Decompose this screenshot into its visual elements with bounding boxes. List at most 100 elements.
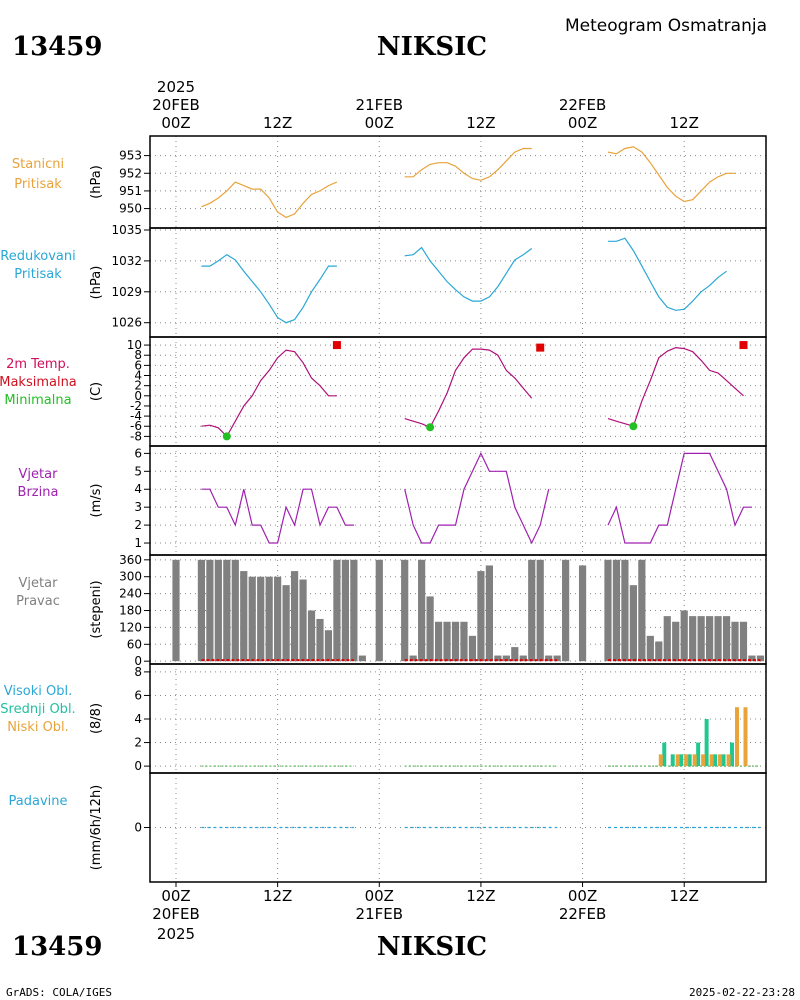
y-tick-label: 1032: [111, 254, 142, 268]
y-tick-label: 1029: [111, 285, 142, 299]
direction-bar: [494, 655, 502, 662]
top-day-label: 21FEB: [356, 96, 403, 114]
top-tick-label: 00Z: [568, 114, 597, 132]
direction-bar: [680, 610, 688, 662]
unit-label: (hPa): [89, 266, 104, 300]
direction-bar: [519, 655, 527, 662]
direction-bar: [477, 571, 485, 662]
y-tick-label: -2: [130, 399, 142, 413]
cloud-bar: [679, 754, 684, 767]
direction-bar: [511, 647, 519, 662]
y-tick-label: 4: [134, 482, 142, 496]
reduced-pressure-panel: 1026 1029 1032 1035 (hPa) Redukovani Pritisak: [0, 223, 767, 338]
y-tick-label: 0: [134, 654, 142, 668]
y-tick-label: 60: [127, 637, 142, 651]
min-temp-marker: [222, 432, 231, 441]
series-line: [404, 451, 550, 545]
max-temp-marker: [739, 341, 748, 350]
bottom-tick-label: 00Z: [365, 887, 394, 905]
min-temp-marker: [629, 422, 638, 431]
direction-bar: [536, 559, 544, 662]
direction-bar: [672, 621, 680, 662]
y-tick-label: 2: [134, 736, 142, 750]
direction-bar: [443, 621, 451, 662]
bottom-tick-label: 12Z: [263, 887, 292, 905]
y-tick-label: 950: [119, 202, 142, 216]
direction-bar: [562, 559, 570, 662]
cloud-bar: [743, 707, 748, 767]
direction-bar: [409, 655, 417, 662]
direction-bar: [324, 630, 333, 662]
direction-bar: [697, 616, 705, 662]
cloud-bar: [675, 754, 680, 767]
panel-label: Visoki Obl.: [4, 684, 72, 699]
top-day-label: 20FEB: [152, 96, 199, 114]
y-tick-label: 5: [134, 464, 142, 478]
precipitation-panel: 0 (mm/6h/12h) Padavine: [9, 772, 767, 883]
y-tick-label: 300: [119, 570, 142, 584]
direction-bar: [290, 571, 299, 662]
direction-bar: [341, 559, 349, 662]
direction-bar: [604, 559, 612, 662]
direction-bar: [257, 576, 265, 662]
cloud-bar: [687, 754, 692, 767]
direction-bar: [307, 610, 316, 662]
top-tick-label: 12Z: [670, 114, 699, 132]
wind-speed-panel: 1 2 3 4 5 6 (m/s) Vjetar Brzina: [18, 445, 767, 556]
y-tick-label: -4: [130, 409, 142, 423]
direction-bar: [375, 559, 383, 662]
series-line: [404, 348, 533, 429]
product-title: Meteogram Osmatranja: [565, 16, 767, 36]
y-tick-label: 952: [119, 166, 142, 180]
series-line: [608, 237, 727, 311]
bottom-tick-label: 12Z: [466, 887, 495, 905]
top-tick-label: 00Z: [161, 114, 190, 132]
direction-bar: [223, 559, 231, 662]
direction-bar: [485, 565, 493, 662]
bottom-year-label: 2025: [157, 925, 195, 943]
y-tick-label: 0: [134, 759, 142, 773]
unit-label: (8/8): [89, 703, 104, 734]
direction-bar: [172, 559, 180, 662]
footer-timestamp: 2025-02-22-23:28: [689, 986, 795, 999]
station-id: 13459: [12, 32, 102, 62]
direction-bar: [265, 576, 273, 662]
series-line: [607, 146, 735, 203]
direction-bar: [655, 641, 663, 662]
direction-bar: [578, 565, 587, 662]
direction-bar: [553, 655, 561, 662]
direction-bar: [197, 559, 206, 662]
direction-bar: [333, 559, 341, 662]
direction-bar: [418, 559, 426, 662]
panel-label: Srednji Obl.: [0, 702, 75, 717]
cloud-bar: [701, 754, 706, 767]
panel-label: Pritisak: [14, 177, 62, 192]
y-tick-label: 4: [134, 712, 142, 726]
y-tick-label: 1035: [111, 223, 142, 237]
y-tick-label: 2: [134, 518, 142, 532]
unit-label: (hPa): [89, 165, 104, 199]
cloud-bar: [662, 742, 667, 767]
panel-label: Maksimalna: [0, 375, 77, 390]
cloud-bar: [735, 707, 740, 767]
panel-frame: [149, 135, 767, 229]
panel-label: Minimalna: [4, 393, 71, 408]
direction-bar: [629, 585, 637, 662]
direction-bar: [316, 618, 324, 662]
unit-label: (C): [89, 382, 104, 401]
y-tick-label: 953: [119, 149, 142, 163]
max-temp-marker: [536, 343, 545, 352]
direction-bar: [748, 655, 756, 662]
direction-bar: [460, 621, 468, 662]
y-tick-label: 6: [134, 688, 142, 702]
y-tick-label: 8: [134, 665, 142, 679]
y-tick-label: 6: [134, 446, 142, 460]
cloud-bar: [684, 754, 689, 767]
y-tick-label: 4: [134, 369, 142, 383]
series-line: [201, 349, 337, 438]
direction-bar: [240, 571, 248, 662]
direction-bar: [274, 576, 282, 662]
direction-bar: [756, 655, 765, 662]
panel-label: Niski Obl.: [7, 720, 69, 735]
